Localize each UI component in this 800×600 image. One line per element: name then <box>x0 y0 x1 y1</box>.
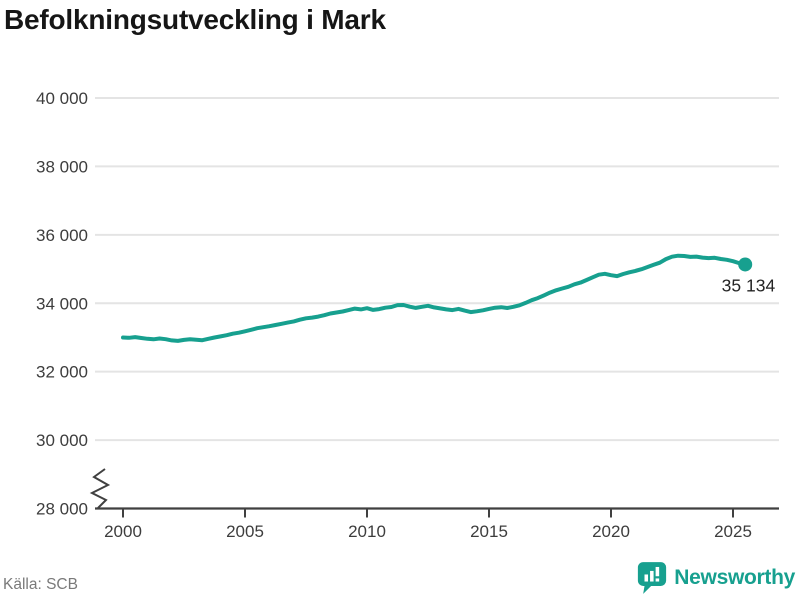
y-tick-label: 40 000 <box>36 89 88 108</box>
newsworthy-logo: Newsworthy <box>637 560 795 596</box>
newsworthy-bars-icon <box>638 562 667 594</box>
population-series-line <box>121 253 748 343</box>
axis-break-icon <box>89 468 111 509</box>
y-tick-label: 34 000 <box>36 294 88 313</box>
y-tick-label: 28 000 <box>36 500 88 519</box>
population-line-chart: 28 000 30 000 32 000 34 000 36 000 38 000 40 0… <box>36 89 779 541</box>
end-value-label: 35 134 <box>722 275 776 295</box>
x-tick-label: 2005 <box>226 522 264 541</box>
chart-title: Befolkningsutveckling i Mark <box>4 4 386 35</box>
y-tick-label: 36 000 <box>36 226 88 245</box>
y-tick-label: 30 000 <box>36 431 88 450</box>
x-tick-label: 2015 <box>470 522 508 541</box>
x-tick-label: 2000 <box>104 522 142 541</box>
source-label: Källa: SCB <box>3 576 78 593</box>
y-tick-label: 32 000 <box>36 363 88 382</box>
x-tick-label: 2020 <box>592 522 630 541</box>
newsworthy-wordmark: Newsworthy <box>674 566 795 589</box>
end-point-dot <box>738 257 753 272</box>
x-tick-label: 2010 <box>348 522 386 541</box>
y-tick-label: 38 000 <box>36 157 88 176</box>
x-tick-label: 2025 <box>714 522 752 541</box>
